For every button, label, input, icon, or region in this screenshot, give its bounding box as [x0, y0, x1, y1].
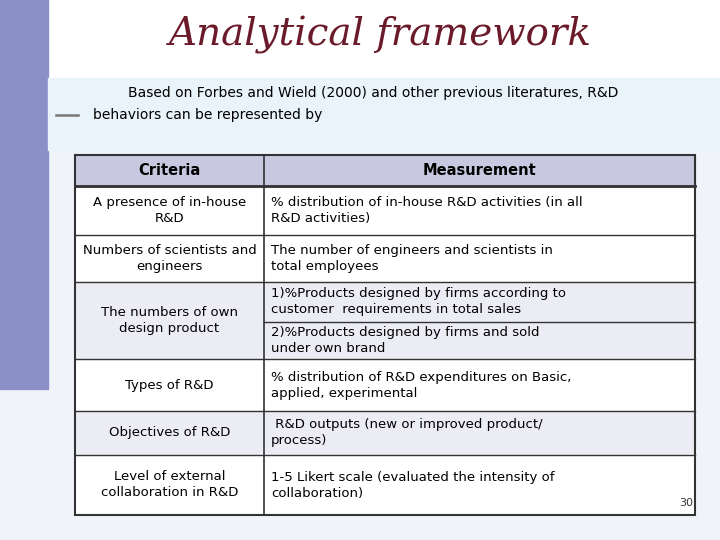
Text: % distribution of R&D expenditures on Basic,
applied, experimental: % distribution of R&D expenditures on Ba…: [271, 370, 572, 400]
Bar: [0, 0, 720, 80]
Text: Level of external
collaboration in R&D: Level of external collaboration in R&D: [101, 470, 238, 500]
Text: The numbers of own
design product: The numbers of own design product: [101, 306, 238, 335]
Text: 1)%Products designed by firms according to
customer  requirements in total sales: 1)%Products designed by firms according …: [271, 287, 566, 316]
Bar: [75, 186, 695, 235]
Bar: [75, 410, 695, 455]
Bar: [75, 360, 695, 410]
Text: Analytical framework: Analytical framework: [168, 16, 592, 54]
Bar: [48, 78, 720, 150]
Bar: [0, 0, 48, 389]
Text: Numbers of scientists and
engineers: Numbers of scientists and engineers: [83, 244, 256, 273]
Text: R&D outputs (new or improved product/
process): R&D outputs (new or improved product/ pr…: [271, 418, 543, 447]
Bar: [75, 155, 695, 186]
Text: Measurement: Measurement: [423, 163, 536, 178]
Bar: [75, 282, 264, 360]
Text: 30: 30: [679, 498, 693, 508]
Text: Objectives of R&D: Objectives of R&D: [109, 426, 230, 439]
Text: % distribution of in-house R&D activities (in all
R&D activities): % distribution of in-house R&D activitie…: [271, 196, 582, 225]
Bar: [75, 322, 695, 360]
Text: 1-5 Likert scale (evaluated the intensity of
collaboration): 1-5 Likert scale (evaluated the intensit…: [271, 470, 554, 500]
Text: 2)%Products designed by firms and sold
under own brand: 2)%Products designed by firms and sold u…: [271, 326, 539, 355]
Text: Based on Forbes and Wield (2000) and other previous literatures, R&D: Based on Forbes and Wield (2000) and oth…: [93, 86, 618, 100]
Bar: [75, 282, 695, 322]
Text: Types of R&D: Types of R&D: [125, 379, 214, 392]
Bar: [75, 455, 695, 515]
Bar: [75, 235, 695, 282]
Text: The number of engineers and scientists in
total employees: The number of engineers and scientists i…: [271, 244, 553, 273]
Text: A presence of in-house
R&D: A presence of in-house R&D: [93, 196, 246, 225]
Text: behaviors can be represented by: behaviors can be represented by: [93, 108, 323, 122]
Bar: [75, 155, 695, 515]
Text: Criteria: Criteria: [138, 163, 201, 178]
